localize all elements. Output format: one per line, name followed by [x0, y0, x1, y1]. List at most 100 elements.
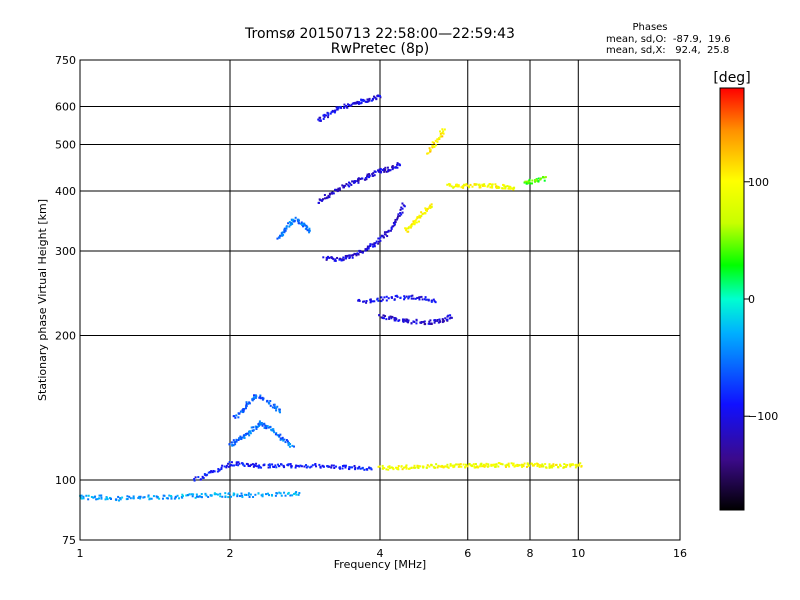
data-point: [437, 321, 440, 324]
data-point: [362, 99, 365, 102]
data-point: [508, 465, 511, 468]
data-point: [533, 463, 536, 466]
data-point: [377, 242, 380, 245]
data-point: [407, 297, 410, 300]
data-point: [548, 466, 551, 469]
data-point: [104, 498, 107, 501]
data-point: [311, 464, 314, 467]
data-point: [234, 441, 237, 444]
colorbar-tick-label: 100: [748, 176, 769, 189]
data-point: [405, 467, 408, 470]
data-point: [352, 180, 355, 183]
data-point: [330, 466, 333, 469]
data-point: [544, 176, 547, 179]
data-point: [352, 253, 355, 256]
data-point: [340, 107, 343, 110]
data-point: [242, 410, 245, 413]
data-point: [384, 168, 387, 171]
data-point: [405, 318, 408, 321]
data-point: [174, 495, 177, 498]
data-point: [221, 464, 224, 467]
data-point: [489, 186, 492, 189]
data-point: [457, 185, 460, 188]
data-point: [273, 406, 276, 409]
data-point: [235, 463, 238, 466]
data-point: [509, 185, 512, 188]
data-point: [252, 495, 255, 498]
data-point: [298, 465, 301, 468]
data-point: [250, 463, 253, 466]
data-point: [545, 466, 548, 469]
data-point: [403, 205, 406, 208]
data-point: [407, 321, 410, 324]
data-point: [531, 464, 534, 467]
data-point: [396, 215, 399, 218]
data-point: [287, 441, 290, 444]
data-point: [441, 132, 444, 135]
data-point: [82, 495, 85, 498]
data-point: [287, 491, 290, 494]
data-point: [356, 100, 359, 103]
data-point: [571, 463, 574, 466]
data-point: [148, 498, 151, 501]
data-point: [438, 320, 441, 323]
data-point: [323, 115, 326, 118]
data-point: [382, 314, 385, 317]
data-point: [288, 225, 291, 228]
data-point: [361, 251, 364, 254]
data-point: [403, 295, 406, 298]
data-point: [515, 464, 518, 467]
data-point: [335, 465, 338, 468]
chart-title: Tromsø 20150713 22:58:00—22:59:43: [245, 26, 515, 42]
data-point: [487, 465, 490, 468]
data-point: [283, 231, 286, 234]
data-point: [415, 318, 418, 321]
data-point: [391, 166, 394, 169]
data-point: [326, 464, 329, 467]
data-point: [436, 466, 439, 469]
data-point: [434, 320, 437, 323]
data-point: [298, 492, 301, 495]
data-point: [420, 321, 423, 324]
data-point: [460, 186, 463, 189]
data-point: [291, 494, 294, 497]
data-point: [339, 467, 342, 470]
data-point: [290, 218, 293, 221]
data-point: [526, 180, 529, 183]
data-point: [498, 462, 501, 465]
data-point: [258, 464, 261, 467]
data-point: [354, 180, 357, 183]
data-point: [279, 492, 282, 495]
data-point: [247, 402, 250, 405]
data-point: [349, 466, 352, 469]
data-point: [398, 214, 401, 217]
data-point: [528, 180, 531, 183]
data-point: [245, 462, 248, 465]
data-point: [173, 497, 176, 500]
data-point: [336, 108, 339, 111]
data-point: [447, 466, 450, 469]
data-point: [305, 227, 308, 230]
data-point: [435, 144, 438, 147]
data-point: [382, 317, 385, 320]
data-point: [319, 466, 322, 469]
data-point: [198, 495, 201, 498]
data-point: [328, 196, 331, 199]
data-point: [390, 226, 393, 229]
data-point: [403, 296, 406, 299]
data-point: [260, 421, 263, 424]
data-point: [400, 465, 403, 468]
data-point: [232, 444, 235, 447]
data-point: [209, 494, 212, 497]
data-point: [371, 243, 374, 246]
data-point: [384, 233, 387, 236]
data-point: [170, 495, 173, 498]
data-point: [365, 468, 368, 471]
data-point: [436, 138, 439, 141]
data-point: [403, 466, 406, 469]
data-point: [328, 465, 331, 468]
data-point: [490, 463, 493, 466]
data-point: [232, 492, 235, 495]
data-point: [429, 149, 432, 152]
data-point: [443, 465, 446, 468]
